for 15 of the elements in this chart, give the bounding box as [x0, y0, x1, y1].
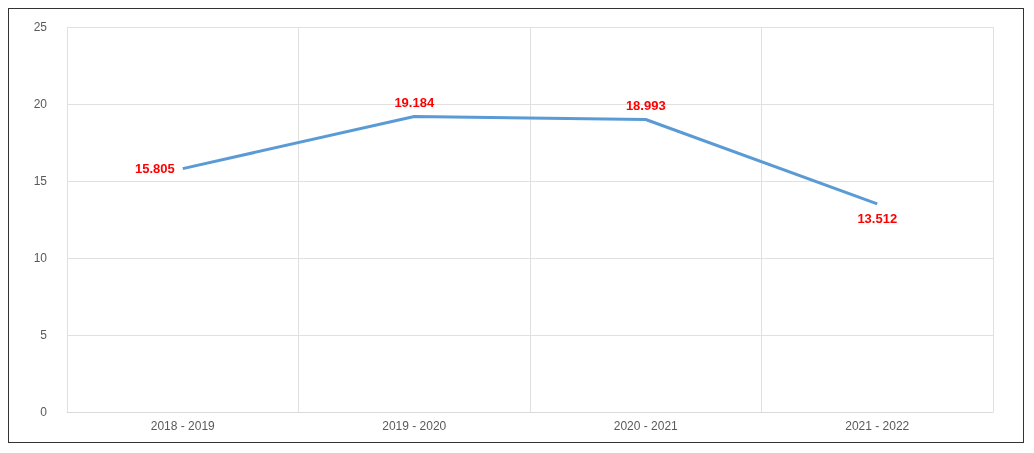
y-tick-label: 15 [33, 174, 48, 188]
data-label: 19.184 [394, 94, 435, 110]
x-tick-label: 2020 - 2021 [613, 419, 679, 433]
y-tick-label: 25 [33, 20, 48, 34]
data-label: 18.993 [625, 97, 666, 113]
line-series [181, 115, 879, 206]
x-tick-label: 2019 - 2020 [382, 419, 447, 433]
x-tick-label: 2021 - 2022 [845, 419, 910, 433]
y-tick-label: 10 [33, 251, 48, 265]
y-tick-label: 5 [40, 328, 48, 342]
data-label: 13.512 [857, 210, 898, 226]
y-tick-label: 0 [40, 405, 48, 419]
x-tick-label: 2018 - 2019 [150, 419, 216, 433]
y-tick-label: 20 [33, 97, 48, 111]
data-label: 15.805 [134, 161, 175, 177]
